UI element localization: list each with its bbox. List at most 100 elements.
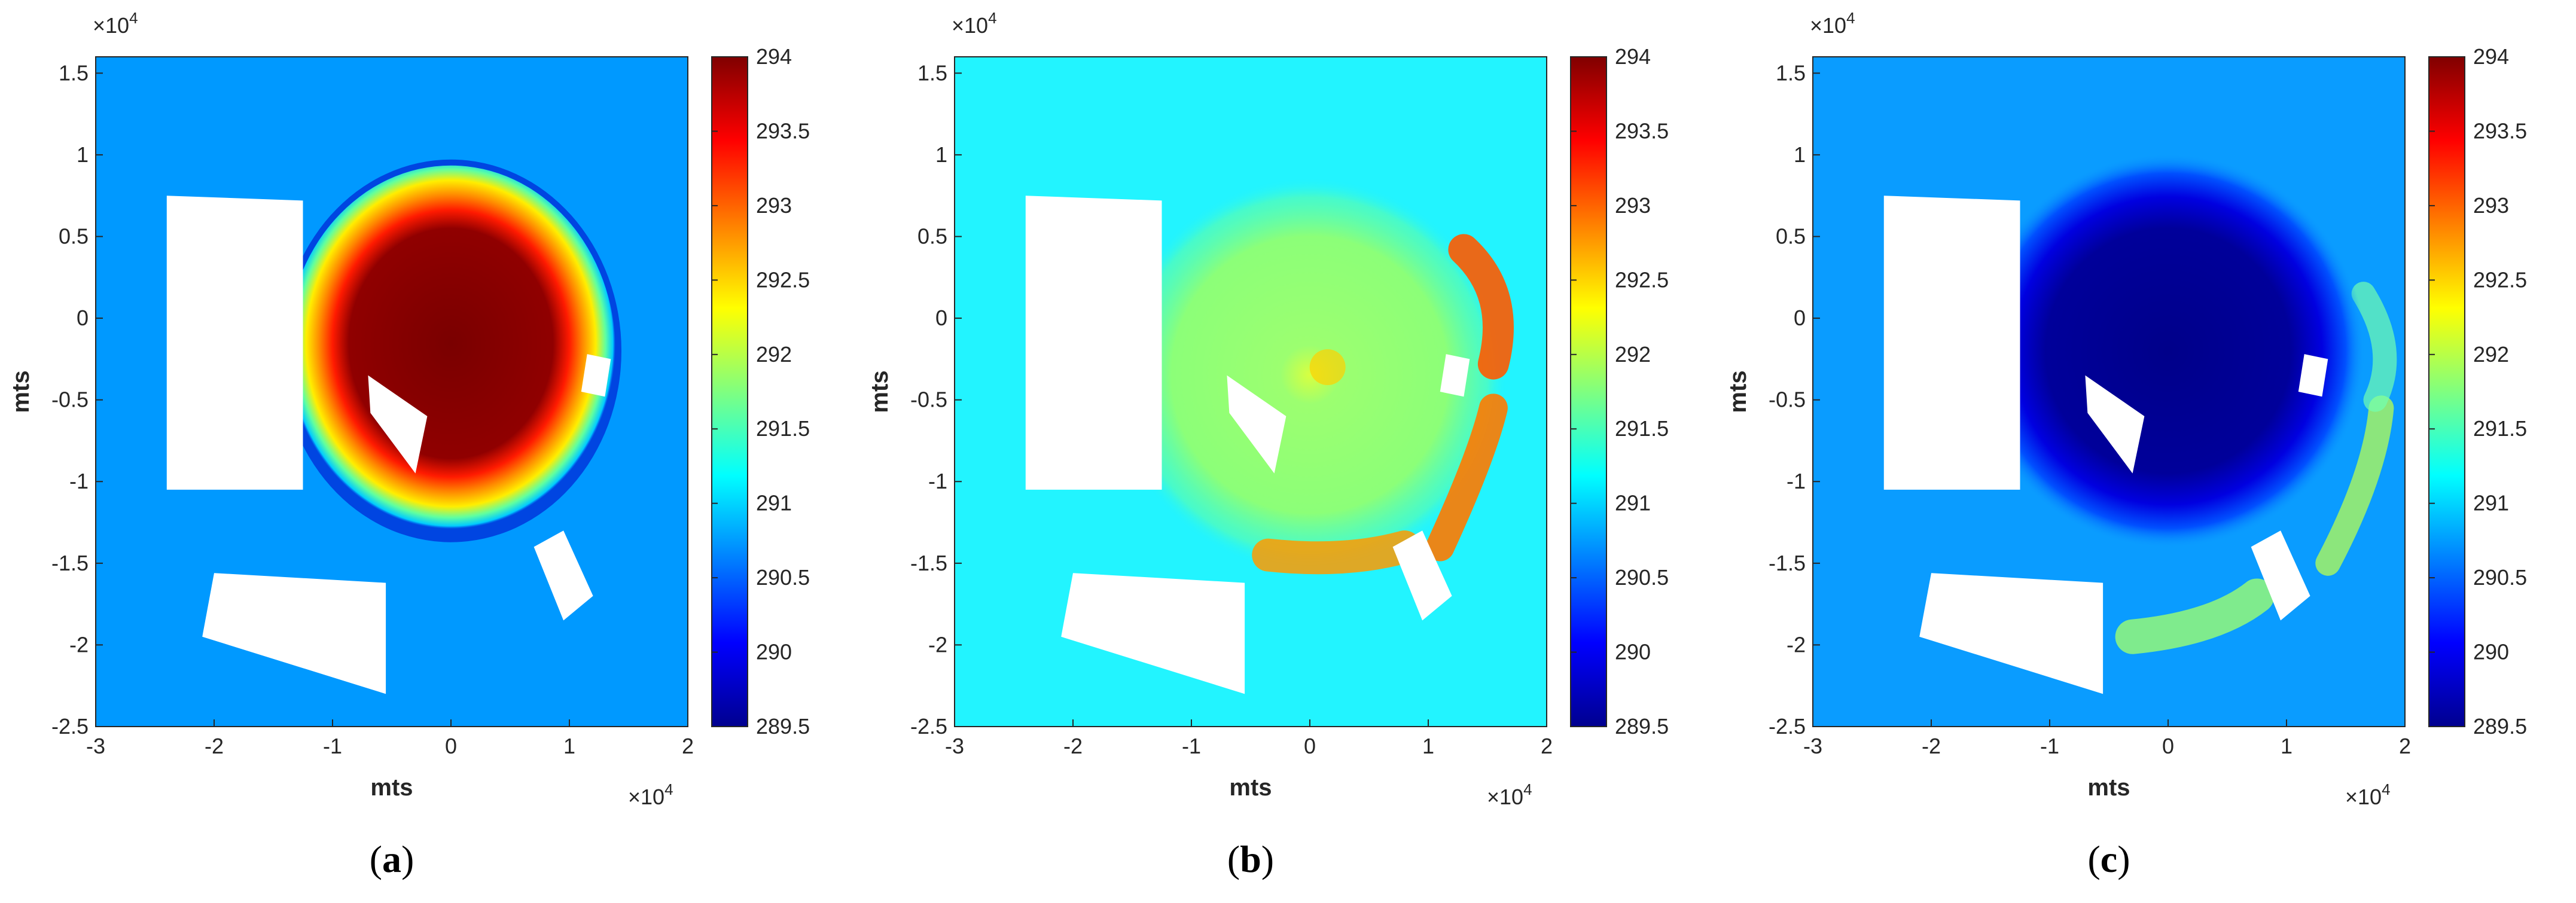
plot-area bbox=[95, 56, 688, 727]
warm-arc-northeast bbox=[1448, 234, 1514, 380]
figure-panel-b: 294 293.5 293 292.5 292 291.5 291 290.5 290 289.5… bbox=[859, 0, 1718, 903]
y-tick-label: -2 bbox=[928, 632, 947, 657]
masked-region-1 bbox=[166, 196, 303, 490]
y-exponent: ×104 bbox=[93, 9, 138, 38]
y-tick-label: 0 bbox=[935, 306, 947, 330]
masked-region-4 bbox=[2298, 354, 2328, 397]
panel-letter: c bbox=[2100, 838, 2118, 880]
colorbar-tick-label: 290 bbox=[1615, 640, 1651, 664]
colorbar-tick-label: 293.5 bbox=[756, 118, 810, 143]
y-exponent-power: 4 bbox=[129, 9, 138, 27]
colorbar-tick-label: 294 bbox=[2473, 44, 2509, 69]
y-axis: 1.5 1 0.5 0 -0.5 -1 -1.5 -2 -2.5 mts ×104 bbox=[8, 9, 138, 739]
heatmap-field bbox=[955, 57, 1547, 727]
masked-region-2 bbox=[202, 573, 386, 694]
y-tick-label: 0 bbox=[77, 306, 89, 330]
colorbar-tick-label: 290.5 bbox=[756, 565, 810, 590]
x-tick-label: -2 bbox=[205, 734, 224, 758]
y-tick-label: -1.5 bbox=[1769, 551, 1806, 575]
colorbar-tick-label: 292.5 bbox=[756, 267, 810, 292]
x-exponent-power: 4 bbox=[1523, 780, 1532, 798]
colorbar-tick-label: 289.5 bbox=[756, 714, 810, 739]
y-axis-label: mts bbox=[8, 370, 34, 413]
warm-arc-northeast bbox=[2351, 282, 2397, 412]
y-tick-label: -0.5 bbox=[51, 388, 89, 412]
y-tick-label: 1 bbox=[935, 142, 947, 167]
heatmap-plot: 294 293.5 293 292.5 292 291.5 291 290.5 290 289.5… bbox=[8, 9, 810, 809]
x-tick-label: 1 bbox=[563, 734, 575, 758]
masked-region-5 bbox=[534, 530, 593, 621]
warm-core bbox=[1112, 177, 1507, 572]
masked-region-3 bbox=[1227, 375, 1287, 474]
y-tick-label: -1 bbox=[69, 469, 89, 493]
colorbar-tick-label: 293 bbox=[2473, 193, 2509, 218]
masked-region-2 bbox=[1061, 573, 1245, 694]
x-tick-label: -3 bbox=[945, 734, 964, 758]
x-tick-label: -1 bbox=[2040, 734, 2059, 758]
masked-region-5 bbox=[2251, 530, 2310, 621]
y-tick-label: 0.5 bbox=[1776, 224, 1806, 248]
y-tick-label: -0.5 bbox=[910, 388, 947, 412]
colorbar-tick-label: 293.5 bbox=[2473, 118, 2527, 143]
heatmap-plot: 294 293.5 293 292.5 292 291.5 291 290.5 290 289.5… bbox=[867, 9, 1669, 809]
colorbar-tick-label: 294 bbox=[756, 44, 792, 69]
y-exponent-power: 4 bbox=[1846, 9, 1855, 27]
y-tick-label: 1.5 bbox=[917, 60, 947, 85]
colorbar-tick-label: 294 bbox=[1615, 44, 1651, 69]
axes-frame bbox=[954, 56, 1547, 727]
x-axis: -3 -2 -1 0 1 2 mts ×104 bbox=[86, 719, 694, 809]
y-tick-label: -2.5 bbox=[910, 714, 947, 739]
warm-spot bbox=[1309, 349, 1346, 386]
x-tick-label: -2 bbox=[1063, 734, 1083, 758]
warm-arc-east bbox=[2315, 395, 2394, 576]
x-tick-label: 1 bbox=[2281, 734, 2293, 758]
y-tick-label: 0.5 bbox=[917, 224, 947, 248]
masked-region-1 bbox=[1883, 196, 2020, 490]
x-axis-label: mts bbox=[2087, 774, 2130, 801]
y-tick-label: -1 bbox=[1787, 469, 1806, 493]
x-axis-label: mts bbox=[1229, 774, 1272, 801]
plot-area bbox=[954, 56, 1547, 727]
warm-arc-south bbox=[2115, 578, 2275, 654]
colorbar: 294 293.5 293 292.5 292 291.5 291 290.5 290 289.5 bbox=[711, 44, 810, 739]
x-tick-label: 0 bbox=[2162, 734, 2174, 758]
heatmap-field bbox=[96, 57, 688, 727]
y-tick-label: -1.5 bbox=[51, 551, 89, 575]
colorbar-tick-label: 292.5 bbox=[2473, 267, 2527, 292]
x-exponent-power: 4 bbox=[2382, 780, 2390, 798]
x-exponent: ×104 bbox=[628, 780, 673, 809]
y-tick-label: -2 bbox=[69, 632, 89, 657]
warm-arc-east bbox=[1425, 393, 1508, 562]
colorbar-tick-label: 290 bbox=[756, 640, 792, 664]
colorbar-tick-label: 290 bbox=[2473, 640, 2509, 664]
y-tick-label: 1 bbox=[1794, 142, 1806, 167]
colorbar-tick-label: 291 bbox=[756, 491, 792, 515]
x-tick-label: 1 bbox=[1422, 734, 1434, 758]
colorbar-tick-label: 290.5 bbox=[1615, 565, 1669, 590]
colorbar-gradient bbox=[2428, 56, 2465, 727]
colorbar-tick-label: 291.5 bbox=[1615, 416, 1669, 441]
x-tick-label: -3 bbox=[86, 734, 105, 758]
x-tick-label: 2 bbox=[2399, 734, 2411, 758]
x-axis: -3 -2 -1 0 1 2 mts ×104 bbox=[945, 719, 1553, 809]
colorbar-tick-label: 292 bbox=[2473, 342, 2509, 367]
figure-panel-a: 294 293.5 293 292.5 292 291.5 291 290.5 290 289.5… bbox=[0, 0, 859, 903]
warm-dome bbox=[286, 165, 615, 536]
y-exponent-power: 4 bbox=[988, 9, 996, 27]
colorbar-gradient bbox=[711, 56, 748, 727]
x-tick-label: 0 bbox=[445, 734, 457, 758]
y-tick-label: 0 bbox=[1794, 306, 1806, 330]
y-tick-label: -0.5 bbox=[1769, 388, 1806, 412]
y-tick-label: -2.5 bbox=[1769, 714, 1806, 739]
x-tick-label: -2 bbox=[1922, 734, 1941, 758]
y-axis: 1.5 1 0.5 0 -0.5 -1 -1.5 -2 -2.5 mts ×104 bbox=[867, 9, 997, 739]
y-exponent: ×104 bbox=[1810, 9, 1855, 38]
y-tick-label: -2.5 bbox=[51, 714, 89, 739]
plot-area bbox=[1812, 56, 2406, 727]
y-axis-label: mts bbox=[1725, 370, 1751, 413]
masked-region-4 bbox=[581, 354, 611, 397]
panel-letter: b bbox=[1240, 838, 1261, 880]
cold-dome bbox=[1971, 153, 2365, 548]
colorbar-gradient bbox=[1570, 56, 1607, 727]
warm-arc-south bbox=[1252, 530, 1421, 575]
